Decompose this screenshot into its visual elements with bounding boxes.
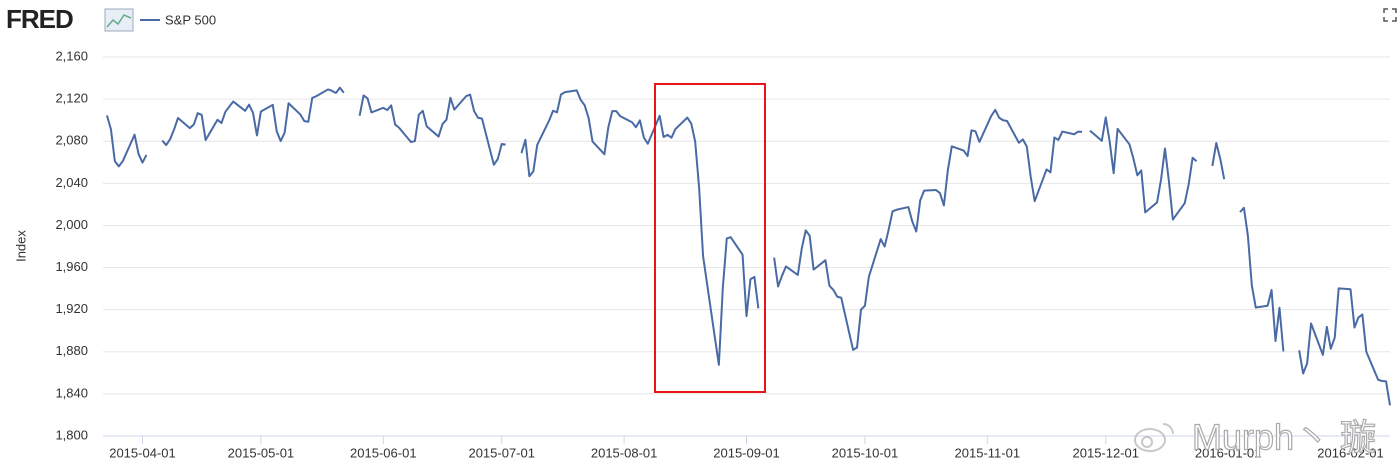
x-tick-label: 2015-04-01 (109, 445, 176, 460)
x-tick-label: 2016-02-01 (1317, 445, 1384, 460)
y-tick-label: 2,160 (55, 48, 88, 63)
x-tick-label: 2015-06-01 (350, 445, 417, 460)
y-tick-label: 2,080 (55, 133, 88, 148)
y-tick-label: 1,920 (55, 301, 88, 316)
y-tick-label: 2,040 (55, 175, 88, 190)
y-tick-label: 1,840 (55, 385, 88, 400)
series-line (105, 86, 1391, 406)
x-tick-label: 2016-01-01 (1195, 445, 1262, 460)
x-tick-label: 2015-05-01 (228, 445, 295, 460)
y-tick-label: 2,000 (55, 217, 88, 232)
watermark-icon (1134, 423, 1174, 452)
legend-label: S&P 500 (165, 12, 216, 27)
watermark: Murph丶 璇 (1192, 417, 1376, 458)
x-tick-label: 2015-08-01 (591, 445, 658, 460)
y-tick-label: 1,800 (55, 427, 88, 442)
x-tick-label: 2015-12-01 (1073, 445, 1140, 460)
highlight-box (654, 83, 766, 393)
y-tick-label: 2,120 (55, 91, 88, 106)
logo-icon (104, 8, 134, 32)
y-axis-label: Index (13, 230, 28, 262)
y-tick-label: 1,880 (55, 343, 88, 358)
x-tick-label: 2015-09-01 (713, 445, 780, 460)
y-tick-label: 1,960 (55, 259, 88, 274)
x-tick-label: 2015-07-01 (468, 445, 535, 460)
x-tick-label: 2015-10-01 (832, 445, 899, 460)
fullscreen-icon[interactable] (1383, 8, 1397, 22)
x-tick-label: 2015-11-01 (955, 445, 1021, 460)
logo[interactable]: FRED (6, 4, 74, 34)
